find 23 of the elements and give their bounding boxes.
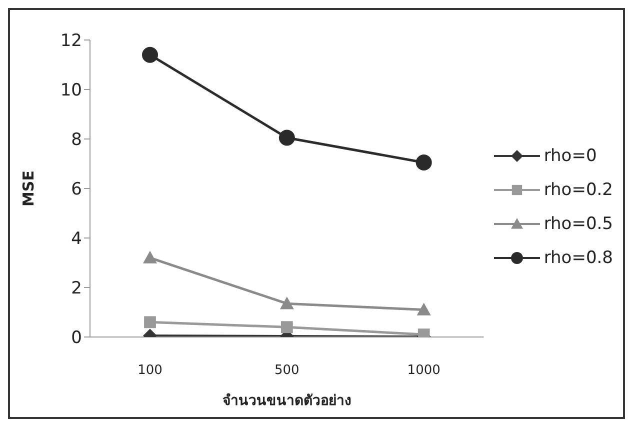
x-tick-label: 100 <box>138 363 162 378</box>
point <box>143 250 157 264</box>
x-axis-title: จำนวนขนาดตัวอย่าง <box>222 393 352 409</box>
legend-label: rho=0.8 <box>544 248 613 268</box>
x-tick-label: 500 <box>274 363 300 378</box>
y-axis-title: MSE <box>19 170 38 206</box>
legend-label: rho=0 <box>544 146 597 166</box>
point <box>278 130 295 146</box>
y-tick-label: 8 <box>71 130 82 150</box>
point <box>416 154 432 171</box>
legend-label: rho=0.2 <box>544 180 613 200</box>
point <box>144 316 156 328</box>
x-tick-label: 1000 <box>407 363 440 378</box>
y-tick-label: 10 <box>60 80 82 101</box>
point <box>142 46 158 63</box>
y-tick-label: 12 <box>60 31 82 52</box>
point <box>416 302 431 316</box>
point <box>280 296 294 310</box>
y-tick-label: 6 <box>71 180 82 200</box>
y-tick-label: 0 <box>71 328 82 348</box>
y-tick-label: 4 <box>71 229 82 250</box>
y-tick-label: 2 <box>71 278 82 299</box>
legend-label: rho=0.5 <box>544 214 613 234</box>
